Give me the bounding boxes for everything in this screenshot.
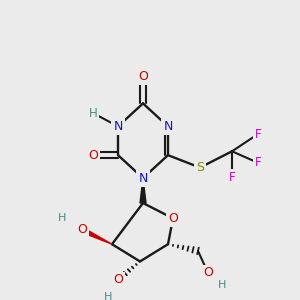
Text: F: F <box>255 156 261 169</box>
Text: O: O <box>77 223 87 236</box>
Text: O: O <box>168 212 178 225</box>
Text: N: N <box>113 120 123 133</box>
Text: F: F <box>229 171 235 184</box>
Polygon shape <box>140 178 146 203</box>
Text: O: O <box>88 148 98 162</box>
Text: O: O <box>203 266 213 279</box>
Text: O: O <box>113 273 123 286</box>
Text: H: H <box>104 292 112 300</box>
Text: H: H <box>218 280 226 290</box>
Polygon shape <box>81 228 112 244</box>
Text: H: H <box>88 106 98 119</box>
Text: O: O <box>138 70 148 83</box>
Text: N: N <box>138 172 148 184</box>
Text: F: F <box>255 128 261 141</box>
Text: H: H <box>58 213 66 223</box>
Text: N: N <box>163 120 173 133</box>
Text: S: S <box>196 161 204 174</box>
